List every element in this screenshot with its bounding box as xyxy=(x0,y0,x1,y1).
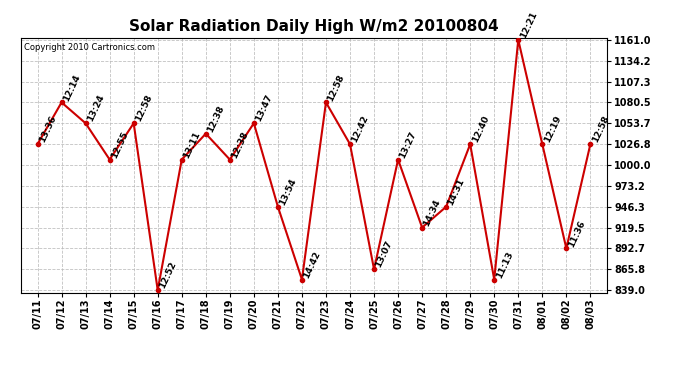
Text: 13:07: 13:07 xyxy=(374,240,394,269)
Text: 13:54: 13:54 xyxy=(278,177,298,207)
Text: 12:52: 12:52 xyxy=(158,260,178,290)
Text: 12:58: 12:58 xyxy=(134,93,154,123)
Text: 12:55: 12:55 xyxy=(110,130,130,159)
Text: 13:47: 13:47 xyxy=(254,93,274,123)
Text: 14:31: 14:31 xyxy=(446,177,466,207)
Title: Solar Radiation Daily High W/m2 20100804: Solar Radiation Daily High W/m2 20100804 xyxy=(129,18,499,33)
Text: 13:24: 13:24 xyxy=(86,93,106,123)
Text: 12:38: 12:38 xyxy=(230,130,250,159)
Text: 11:36: 11:36 xyxy=(566,219,586,248)
Text: 13:36: 13:36 xyxy=(37,114,58,144)
Text: 14:34: 14:34 xyxy=(422,198,442,228)
Text: 12:21: 12:21 xyxy=(518,10,538,40)
Text: 12:40: 12:40 xyxy=(470,114,491,144)
Text: 12:19: 12:19 xyxy=(542,114,562,144)
Text: Copyright 2010 Cartronics.com: Copyright 2010 Cartronics.com xyxy=(23,43,155,52)
Text: 12:58: 12:58 xyxy=(591,114,611,144)
Text: 12:42: 12:42 xyxy=(350,114,371,144)
Text: 13:11: 13:11 xyxy=(181,130,202,159)
Text: 12:58: 12:58 xyxy=(326,73,346,102)
Text: 14:42: 14:42 xyxy=(302,249,322,279)
Text: 12:14: 12:14 xyxy=(61,72,82,102)
Text: 11:13: 11:13 xyxy=(494,250,515,279)
Text: 12:38: 12:38 xyxy=(206,104,226,134)
Text: 13:27: 13:27 xyxy=(398,130,418,159)
